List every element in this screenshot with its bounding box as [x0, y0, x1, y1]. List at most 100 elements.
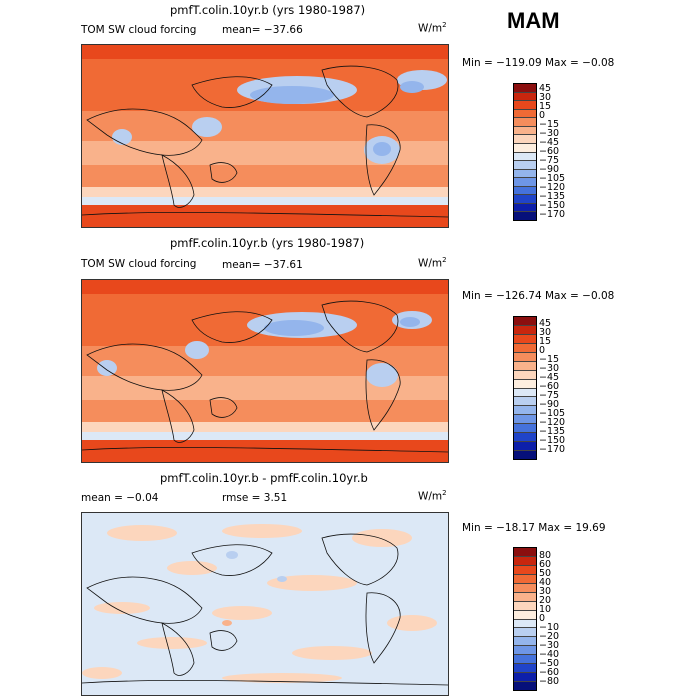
colorbar-swatch: [514, 397, 536, 407]
colorbar-tick: 0: [539, 345, 546, 356]
colorbar-tick: −135: [539, 426, 566, 437]
colorbar-swatch: [514, 388, 536, 398]
colorbar-tick: −60: [539, 667, 560, 678]
units-label: W/m2: [418, 256, 447, 270]
colorbar-tick: −45: [539, 137, 560, 148]
colorbar-tick: −15: [539, 354, 560, 365]
colorbar-tick: −50: [539, 658, 560, 669]
colorbar-swatch: [514, 143, 536, 153]
colorbar-swatch: [514, 84, 536, 93]
colorbar-tick: 40: [539, 577, 552, 588]
colorbar-tick: 0: [539, 110, 546, 121]
colorbar-swatch: [514, 673, 536, 683]
colorbar-tick: 0: [539, 613, 546, 624]
colorbar-tick: 60: [539, 559, 552, 570]
colorbar-tick: 45: [539, 318, 552, 329]
colorbar-swatch: [514, 212, 536, 220]
colorbar-tick: −135: [539, 191, 566, 202]
variable-label: TOM SW cloud forcing: [81, 24, 197, 36]
colorbar: [513, 83, 537, 221]
panel-title: pmfT.colin.10yr.b (yrs 1980-1987): [170, 3, 366, 17]
colorbar-swatch: [514, 601, 536, 611]
colorbar-tick: 15: [539, 336, 552, 347]
colorbar-tick: −120: [539, 182, 566, 193]
colorbar-swatch: [514, 442, 536, 452]
colorbar-swatch: [514, 178, 536, 187]
mean-label: mean= −37.66: [222, 24, 303, 36]
colorbar-tick: −30: [539, 128, 560, 139]
colorbar-swatch: [514, 343, 536, 353]
colorbar-swatch: [514, 135, 536, 144]
map-plot: [81, 512, 449, 696]
colorbar-tick: −20: [539, 631, 560, 642]
colorbar-swatch: [514, 203, 536, 213]
colorbar-swatch: [514, 126, 536, 136]
colorbar-swatch: [514, 574, 536, 584]
colorbar-swatch: [514, 415, 536, 425]
map-field: [82, 280, 448, 462]
mean-label: mean = −0.04: [81, 492, 159, 504]
colorbar-tick: 20: [539, 595, 552, 606]
units-label: W/m2: [418, 489, 447, 503]
colorbar-tick: 45: [539, 83, 552, 94]
colorbar-swatch: [514, 379, 536, 389]
colorbar-tick: 10: [539, 604, 552, 615]
colorbar-tick: −150: [539, 435, 566, 446]
colorbar-swatch: [514, 186, 536, 196]
mean-label: mean= −37.61: [222, 259, 303, 271]
colorbar-tick: 80: [539, 550, 552, 561]
colorbar-tick: −10: [539, 622, 560, 633]
colorbar-swatch: [514, 583, 536, 593]
colorbar: [513, 547, 537, 691]
colorbar-tick: −45: [539, 372, 560, 383]
panel-title: pmfT.colin.10yr.b - pmfF.colin.10yr.b: [160, 471, 368, 485]
colorbar-tick: −30: [539, 640, 560, 651]
colorbar-tick: −60: [539, 146, 560, 157]
colorbar-swatch: [514, 646, 536, 656]
colorbar-swatch: [514, 109, 536, 119]
variable-label: TOM SW cloud forcing: [81, 258, 197, 270]
colorbar-swatch: [514, 451, 536, 459]
colorbar-swatch: [514, 565, 536, 575]
colorbar-tick: −75: [539, 390, 560, 401]
colorbar-tick: −60: [539, 381, 560, 392]
colorbar-swatch: [514, 317, 536, 326]
minmax-label: Min = −18.17 Max = 19.69: [462, 522, 606, 534]
colorbar-swatch: [514, 161, 536, 170]
colorbar-tick: 30: [539, 92, 552, 103]
colorbar-tick: 30: [539, 327, 552, 338]
map-plot: [81, 279, 449, 463]
colorbar-swatch: [514, 628, 536, 638]
colorbar-swatch: [514, 664, 536, 674]
colorbar-swatch: [514, 361, 536, 371]
panel-title: pmfF.colin.10yr.b (yrs 1980-1987): [170, 236, 365, 250]
colorbar-swatch: [514, 92, 536, 102]
colorbar-tick: 15: [539, 101, 552, 112]
colorbar-swatch: [514, 682, 536, 690]
colorbar-swatch: [514, 352, 536, 362]
map-field: [82, 513, 448, 695]
colorbar-tick: −90: [539, 164, 560, 175]
colorbar-swatch: [514, 370, 536, 380]
colorbar-tick: −105: [539, 408, 566, 419]
colorbar-swatch: [514, 195, 536, 204]
colorbar-tick: −75: [539, 155, 560, 166]
colorbar-tick: 50: [539, 568, 552, 579]
colorbar-swatch: [514, 556, 536, 566]
colorbar-tick: −170: [539, 209, 566, 220]
colorbar-swatch: [514, 325, 536, 335]
colorbar-swatch: [514, 334, 536, 344]
colorbar-swatch: [514, 637, 536, 647]
colorbar-swatch: [514, 619, 536, 629]
map-plot: [81, 44, 449, 228]
colorbar-swatch: [514, 655, 536, 665]
colorbar-swatch: [514, 610, 536, 620]
minmax-label: Min = −119.09 Max = −0.08: [462, 57, 615, 69]
colorbar-swatch: [514, 592, 536, 602]
minmax-label: Min = −126.74 Max = −0.08: [462, 290, 615, 302]
units-label: W/m2: [418, 21, 447, 35]
colorbar-tick: 30: [539, 586, 552, 597]
colorbar-tick: −15: [539, 119, 560, 130]
colorbar-tick: −30: [539, 363, 560, 374]
colorbar-swatch: [514, 169, 536, 179]
